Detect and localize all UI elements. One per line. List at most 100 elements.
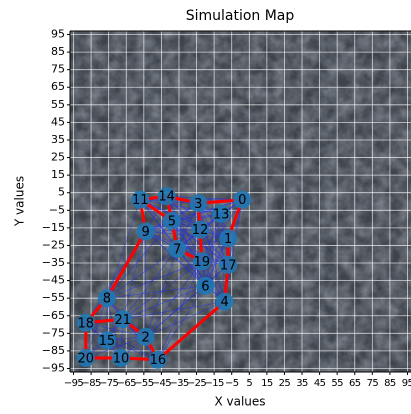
mesh-edge — [205, 213, 222, 286]
y-tick-label: −85 — [42, 344, 65, 357]
y-tick-label: −75 — [42, 326, 65, 339]
route-edge — [105, 229, 148, 300]
node-label: 18 — [78, 316, 95, 331]
mesh-edge — [122, 301, 225, 320]
mesh-edge — [106, 340, 159, 361]
y-tick-label: −5 — [49, 203, 65, 216]
x-tick-label: 15 — [261, 378, 273, 389]
node — [136, 327, 155, 346]
node — [97, 331, 116, 350]
mesh-edge — [166, 196, 206, 287]
x-tick-label: −5 — [225, 378, 239, 389]
y-tick-label: 65 — [51, 80, 65, 93]
x-axis-label: X values — [214, 395, 265, 409]
node — [113, 310, 132, 329]
node-label: 10 — [113, 351, 130, 366]
mesh-edge — [122, 231, 146, 320]
mesh-edge — [166, 196, 203, 262]
node — [212, 204, 231, 223]
node — [219, 229, 238, 248]
mesh-edge — [145, 199, 243, 232]
x-tick-label: −55 — [134, 378, 154, 389]
x-tick-label: 55 — [331, 378, 343, 389]
node-label: 13 — [213, 207, 230, 222]
node — [189, 194, 208, 213]
mesh-edge — [145, 301, 225, 338]
node-label: 20 — [78, 351, 95, 366]
node — [148, 350, 167, 369]
mesh-edge — [106, 260, 202, 299]
y-tick-label: −35 — [42, 256, 65, 269]
mesh-edge — [140, 199, 178, 250]
route-edge — [156, 300, 227, 362]
node-label: 16 — [150, 353, 167, 368]
mesh-edge — [122, 248, 178, 320]
node-label: 6 — [201, 279, 209, 294]
mesh-edge — [140, 199, 222, 215]
mesh-edge — [106, 248, 178, 299]
mesh-edge — [122, 285, 206, 320]
x-tick-label: −95 — [64, 378, 84, 389]
y-tick-label: −55 — [42, 291, 65, 304]
y-tick-label: −95 — [42, 361, 65, 374]
node — [136, 222, 155, 241]
node — [191, 220, 210, 239]
node — [168, 239, 187, 258]
mesh-edge — [106, 285, 206, 299]
x-tick-label: −85 — [81, 378, 101, 389]
y-tick-label: 5 — [58, 186, 65, 199]
x-tick-label: −25 — [187, 378, 207, 389]
mesh-edge — [227, 199, 243, 265]
node-label: 7 — [173, 242, 181, 257]
x-tick-label: 85 — [384, 378, 396, 389]
mesh-edge — [145, 231, 206, 287]
node — [131, 190, 150, 209]
node-label: 19 — [194, 255, 211, 270]
x-tick-label: 65 — [349, 378, 361, 389]
mesh-edge — [177, 199, 243, 250]
node-label: 0 — [238, 193, 246, 208]
node-label: 5 — [168, 214, 176, 229]
y-tick-label: 45 — [51, 115, 65, 128]
node — [76, 313, 95, 332]
x-tick-label: 35 — [296, 378, 308, 389]
node-label: 3 — [194, 197, 202, 212]
node-label: 11 — [132, 193, 149, 208]
y-tick-label: 15 — [51, 168, 65, 181]
mesh-edge — [157, 261, 203, 360]
node-label: 21 — [114, 313, 131, 328]
x-tick-label: 25 — [279, 378, 291, 389]
mesh-edge — [122, 260, 203, 320]
y-tick-label: −25 — [42, 238, 65, 251]
node — [157, 187, 176, 206]
chart-title: Simulation Map — [186, 8, 295, 24]
node — [233, 190, 252, 209]
x-tick-label: 5 — [246, 378, 252, 389]
mesh-edge — [145, 231, 229, 266]
node-label: 15 — [99, 334, 116, 349]
y-tick-label: 25 — [51, 151, 65, 164]
y-tick-label: −15 — [42, 221, 65, 234]
y-tick-label: 55 — [51, 98, 65, 111]
node — [219, 255, 238, 274]
mesh-edge — [199, 229, 226, 302]
node — [215, 292, 234, 311]
mesh-edge — [145, 264, 229, 338]
x-tick-label: −65 — [117, 378, 137, 389]
node — [162, 211, 181, 230]
y-tick-label: 85 — [51, 45, 65, 58]
y-tick-label: 95 — [51, 28, 65, 41]
x-tick-label: 75 — [367, 378, 379, 389]
mesh-edge — [85, 322, 159, 361]
node-label: 17 — [220, 258, 237, 273]
y-tick-label: −45 — [42, 274, 65, 287]
x-tick-label: −45 — [152, 378, 172, 389]
mesh-edge — [145, 248, 178, 337]
y-tick-label: 75 — [51, 63, 65, 76]
y-tick-label: 35 — [51, 133, 65, 146]
mesh-edge — [85, 336, 146, 359]
mesh-edge — [145, 231, 229, 239]
node-label: 4 — [221, 295, 229, 310]
x-tick-label: 45 — [314, 378, 326, 389]
